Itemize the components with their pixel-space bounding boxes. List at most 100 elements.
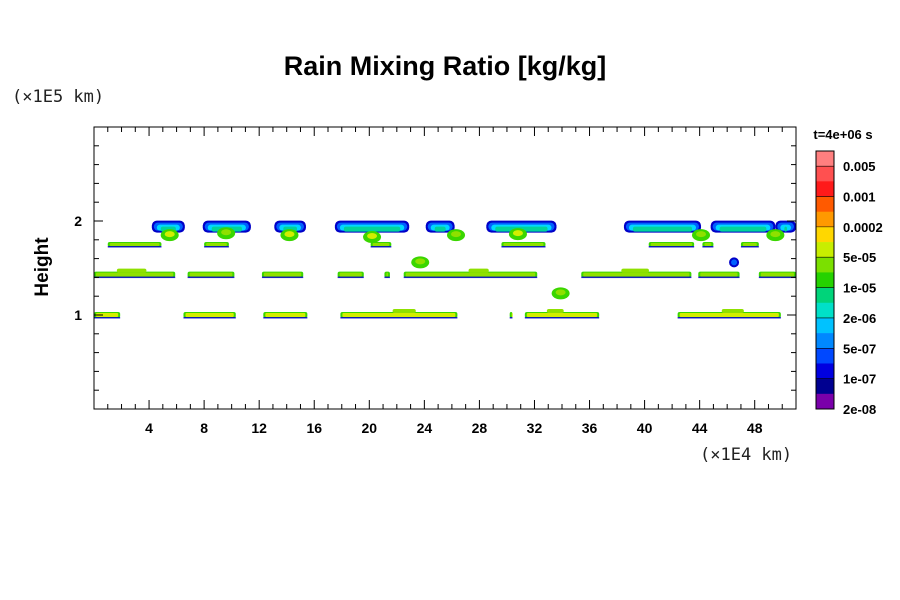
colorbar-swatch (816, 226, 834, 243)
band-core-inner (719, 226, 767, 232)
band-core-inner (434, 226, 446, 232)
colorbar-swatch (816, 166, 834, 182)
rain-band (94, 268, 176, 279)
band-core (583, 272, 690, 277)
rain-band (337, 271, 364, 279)
band-core (372, 243, 390, 246)
cell-inner (164, 231, 175, 238)
band-core (342, 313, 456, 317)
cell-inner (415, 258, 426, 265)
band-core (405, 272, 536, 277)
rain-band (698, 271, 740, 279)
x-tick-label: 36 (582, 420, 598, 436)
band-underline (107, 246, 162, 248)
rain-band (261, 271, 304, 279)
colorbar-swatch (816, 287, 834, 304)
band-bump (468, 268, 489, 273)
colorbar-swatch (816, 393, 834, 410)
colorbar-swatch (816, 302, 834, 319)
colorbar-swatch (816, 333, 834, 349)
colorbar-swatch (816, 378, 834, 395)
x-tick-label: 4 (145, 420, 153, 436)
y-unit-label: (×1E5 km) (12, 87, 104, 107)
rain-band (648, 242, 695, 248)
rain-band (204, 242, 229, 248)
band-underline (740, 246, 759, 248)
y-tick-label: 2 (74, 213, 82, 229)
rain-band (187, 271, 235, 279)
band-underline (340, 317, 458, 319)
colorbar-swatch (816, 151, 834, 167)
colorbar-label: 0.0002 (843, 220, 883, 235)
rain-band (758, 271, 796, 279)
band-core (189, 272, 233, 277)
rain-band (501, 242, 546, 248)
cell-inner (512, 230, 523, 237)
colorbar: 0.005 0.001 0.0002 5e-05 1e-05 2e-06 5e-07 1e-0… (815, 150, 883, 417)
band-core (265, 313, 306, 317)
band-underline (94, 317, 121, 319)
y-tick-label: 1 (74, 307, 82, 323)
band-bump (721, 309, 744, 313)
band-underline (758, 276, 796, 279)
rain-band (740, 242, 759, 248)
band-underline (501, 246, 546, 248)
x-tick-label: 24 (417, 420, 433, 436)
band-underline (370, 246, 392, 248)
colorbar-swatch (816, 257, 834, 273)
rain-band (509, 312, 513, 319)
band-bump (621, 268, 649, 273)
band-core (650, 243, 693, 246)
band-core-inner (343, 226, 401, 232)
cell-inner (367, 232, 378, 239)
colorbar-swatch (816, 272, 834, 288)
rain-band (775, 220, 796, 233)
colorbar-label: 1e-07 (843, 372, 876, 387)
band-underline (384, 276, 390, 279)
rain-band (94, 312, 121, 319)
band-underline (187, 276, 235, 279)
rain-band (384, 271, 390, 279)
rain-band (623, 220, 702, 233)
rain-band (677, 309, 781, 319)
band-underline (677, 317, 781, 319)
colorbar-swatch (816, 348, 834, 364)
band-underline (524, 317, 600, 319)
cell-inner (696, 231, 707, 238)
rain-band (263, 312, 308, 319)
band-underline (94, 276, 176, 279)
colorbar-swatch (816, 196, 834, 213)
rain-band (710, 220, 776, 233)
band-core (503, 243, 544, 246)
colorbar-label: 2e-06 (843, 311, 876, 326)
band-core (96, 313, 119, 317)
rain-band (107, 242, 162, 248)
rain-cell (729, 257, 740, 268)
plot-frame (93, 126, 797, 410)
band-core (206, 243, 227, 246)
cell-inner (770, 231, 781, 238)
rain-band (340, 309, 458, 319)
rain-cell (411, 256, 430, 269)
band-core (511, 313, 513, 317)
x-tick-label: 12 (251, 420, 267, 436)
band-underline (183, 317, 236, 319)
band-core-inner (784, 226, 787, 232)
band-core (96, 272, 174, 277)
band-core (339, 272, 362, 277)
cell-inner (221, 229, 232, 236)
band-underline (698, 276, 740, 279)
band-core (386, 272, 388, 277)
data-layer (94, 220, 796, 319)
band-core (526, 313, 598, 317)
cell-inner (284, 231, 295, 238)
rain-band (702, 242, 714, 248)
y-axis-label: Height (32, 237, 53, 297)
band-underline (702, 246, 714, 248)
band-core (679, 313, 779, 317)
band-underline (204, 246, 229, 248)
band-underline (403, 276, 538, 279)
rain-band (403, 268, 538, 279)
